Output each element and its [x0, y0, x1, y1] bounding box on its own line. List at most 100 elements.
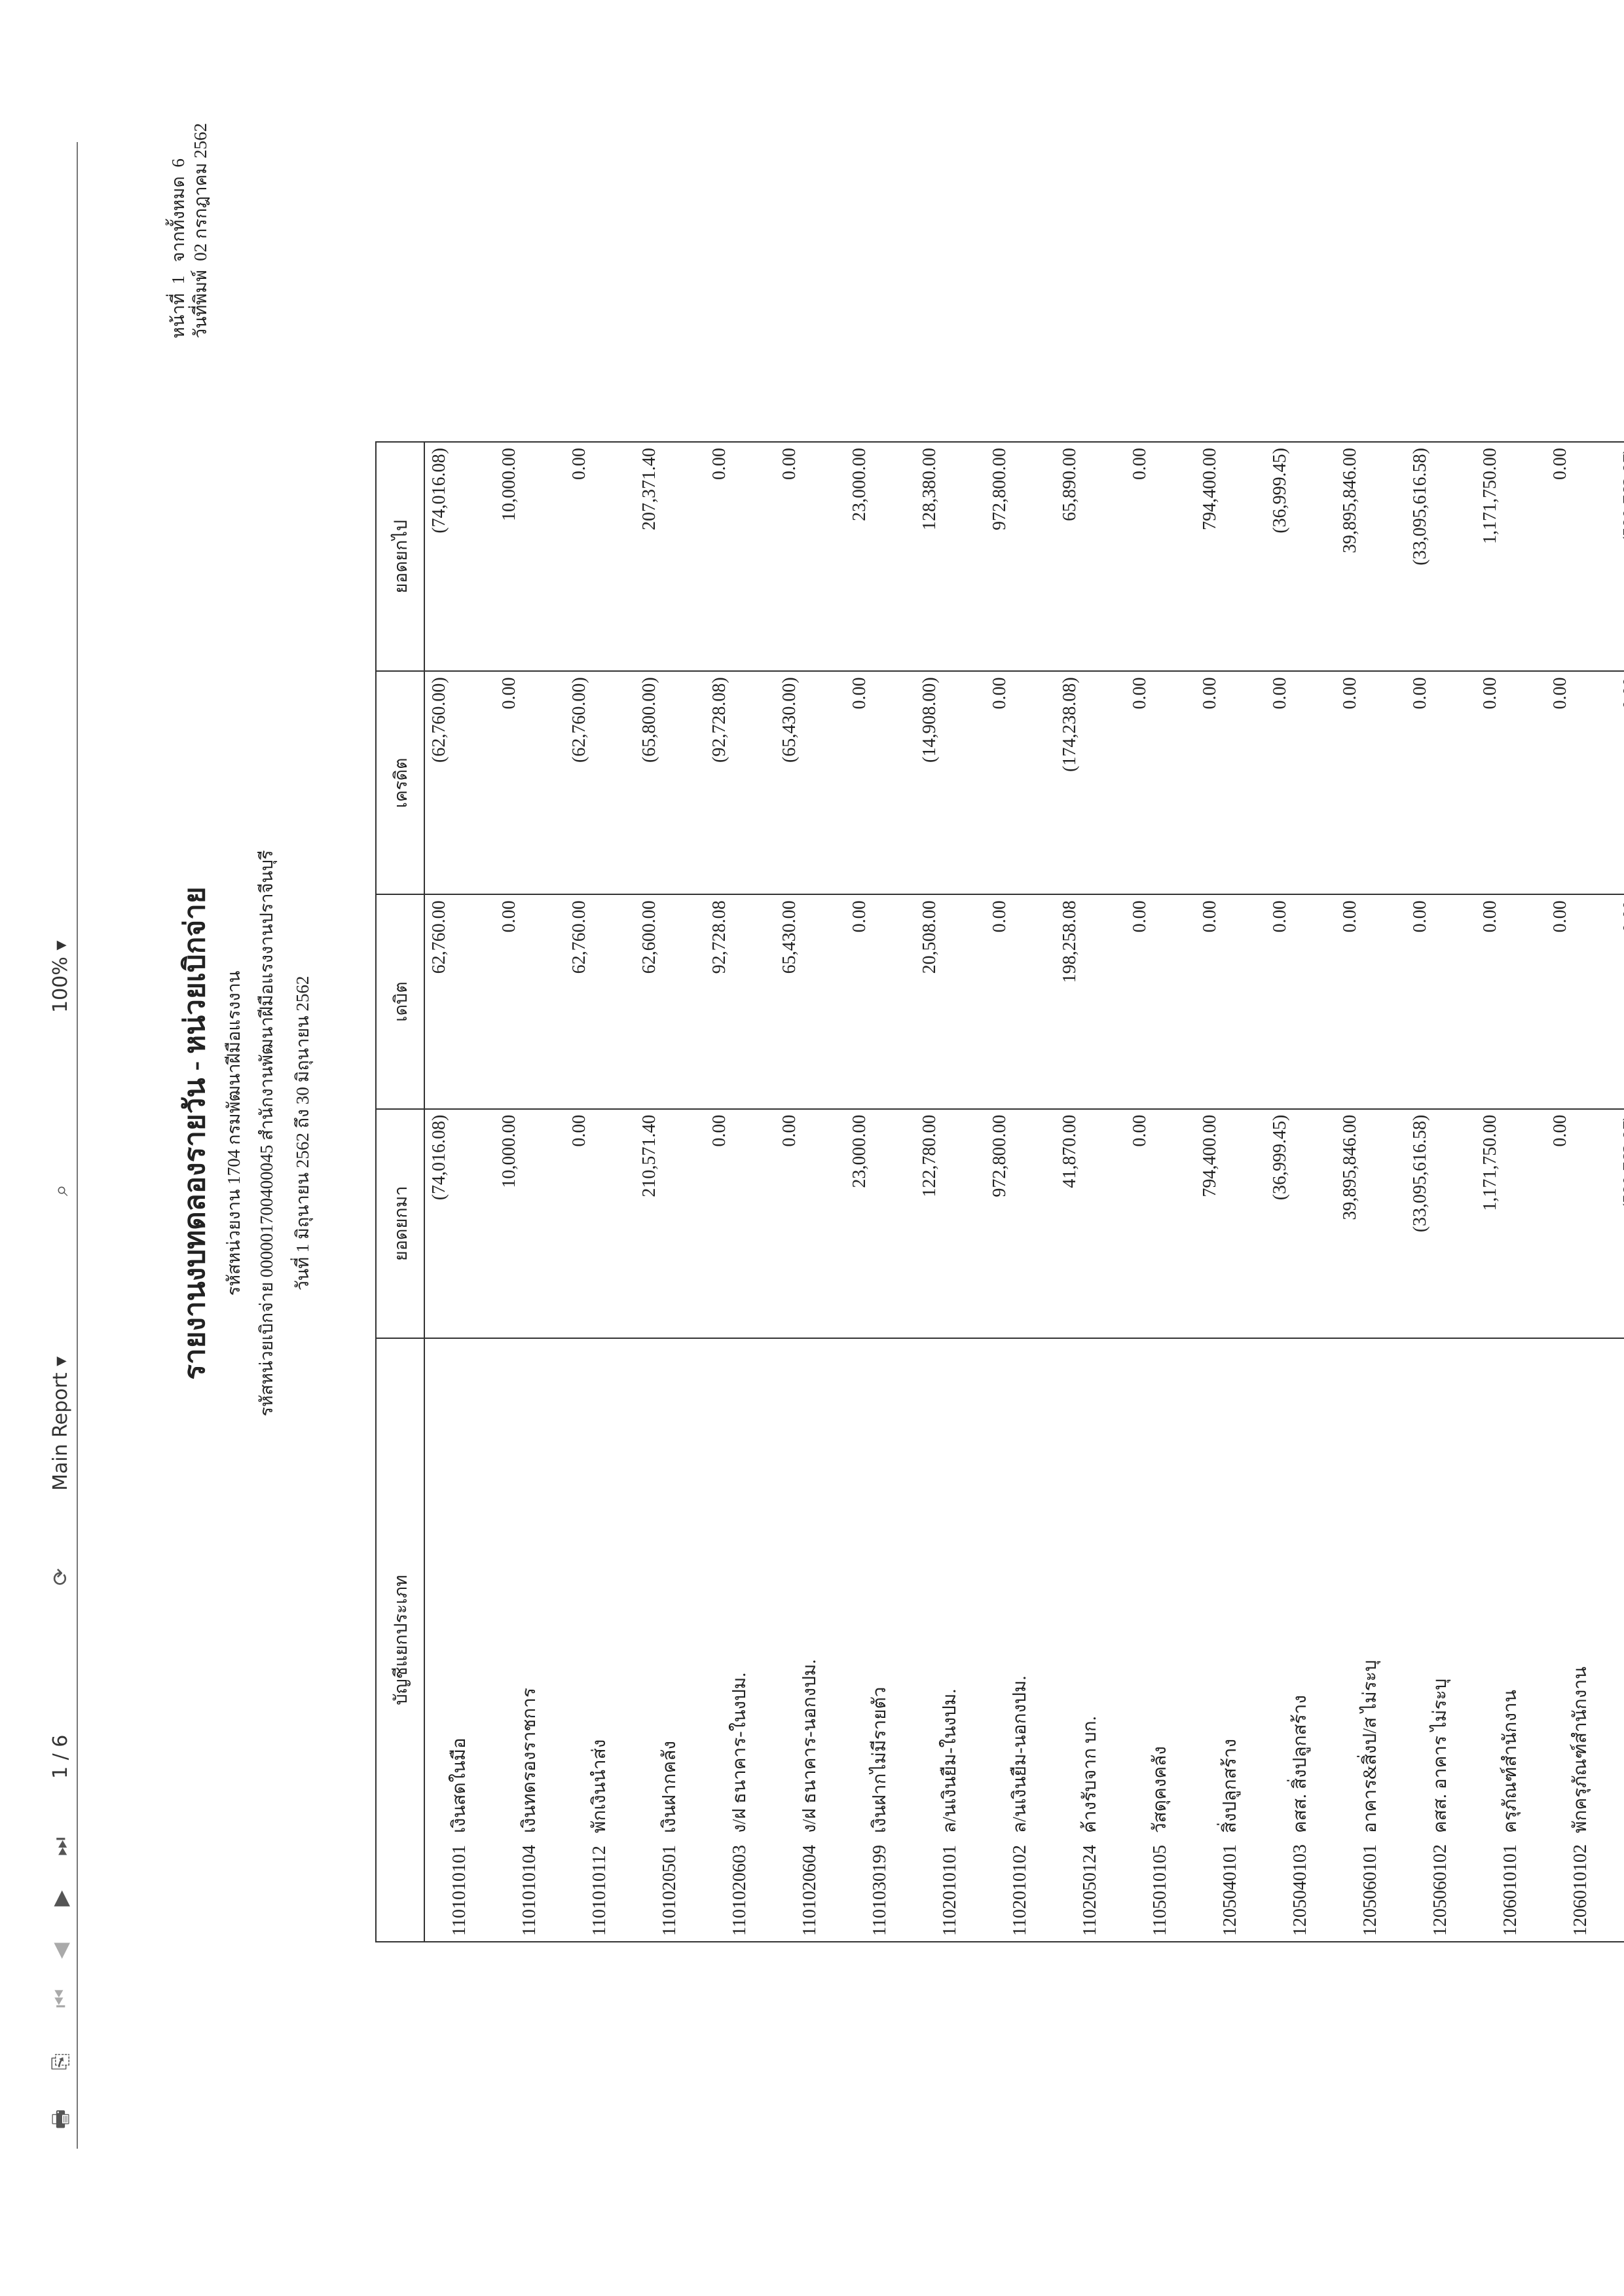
account-name: เงินฝากคลัง — [659, 1740, 680, 1833]
credit-cell: 0.00 — [1476, 671, 1546, 895]
opening-cell: 39,895,846.00 — [1336, 1108, 1406, 1338]
debit-cell: 0.00 — [1266, 894, 1336, 1109]
credit-cell: (62,760.00) — [424, 671, 495, 895]
account-code: 1101010101 — [449, 1845, 470, 1936]
closing-cell: 794,400.00 — [1196, 442, 1266, 672]
debit-cell: 0.00 — [1336, 894, 1406, 1109]
of-label: จากทั้งหมด — [168, 176, 188, 263]
print-icon[interactable]: 🖶 — [48, 2109, 73, 2129]
refresh-icon[interactable]: ⟳ — [48, 1568, 73, 1586]
debit-cell: 0.00 — [986, 894, 1056, 1109]
credit-cell: 0.00 — [1546, 671, 1616, 895]
account-cell: 1205040101 สิ่งปลูกสร้าง — [1196, 1338, 1266, 1942]
debit-cell: 62,600.00 — [635, 894, 705, 1109]
opening-cell: 0.00 — [1126, 1108, 1196, 1338]
page-indicator[interactable]: 1 / 6 — [48, 1734, 72, 1779]
table-row: 1205040101 สิ่งปลูกสร้าง 794,400.00 0.00 0.… — [1196, 442, 1266, 1942]
account-cell: 1105010105 วัสดุคงคลัง — [1126, 1338, 1196, 1942]
debit-cell: 0.00 — [1546, 894, 1616, 1109]
account-code: 1101020501 — [659, 1845, 680, 1936]
account-code: 1101010104 — [519, 1845, 540, 1936]
account-cell: 1101020501 เงินฝากคลัง — [635, 1338, 705, 1942]
table-row: 1102010101 ล/นเงินยืม-ในงปม. 122,780.00 20… — [915, 442, 986, 1942]
opening-cell: (74,016.08) — [424, 1108, 495, 1338]
debit-cell: 0.00 — [845, 894, 915, 1109]
table-row: 1205060102 คสส. อาคาร ไม่ระบุ (33,095,616… — [1406, 442, 1476, 1942]
credit-cell: 0.00 — [1266, 671, 1336, 895]
table-header-row: บัญชีแยกประเภท ยอดยกมา เดบิต เครดิต ยอดย… — [376, 442, 424, 1942]
trial-balance-table: บัญชีแยกประเภท ยอดยกมา เดบิต เครดิต ยอดย… — [375, 441, 1624, 1942]
opening-cell: 41,870.00 — [1056, 1108, 1126, 1338]
table-row: 1101020501 เงินฝากคลัง 210,571.40 62,600.0… — [635, 442, 705, 1942]
account-code: 1101030199 — [870, 1845, 890, 1936]
account-cell: 1102050124 ค้างรับจาก บก. — [1056, 1338, 1126, 1942]
report-select-label: Main Report — [48, 1372, 72, 1491]
account-code: 1102050124 — [1080, 1845, 1100, 1936]
credit-cell: 0.00 — [1336, 671, 1406, 895]
debit-cell: 0.00 — [1476, 894, 1546, 1109]
closing-cell: 0.00 — [705, 442, 775, 672]
table-row: 1102010102 ล/นเงินยืม-นอกงปม. 972,800.00 0… — [986, 442, 1056, 1942]
closing-cell: 23,000.00 — [845, 442, 915, 672]
credit-cell: 0.00 — [1126, 671, 1196, 895]
export-icon[interactable]: ⎘ — [48, 2053, 73, 2070]
account-name: คสส. สิ่งปลูกสร้าง — [1290, 1694, 1310, 1833]
account-code: 1102010101 — [940, 1845, 960, 1936]
account-cell: 1205040103 คสส. สิ่งปลูกสร้าง — [1266, 1338, 1336, 1942]
closing-cell: 128,380.00 — [915, 442, 986, 672]
disbursement-unit-line: รหัสหน่วยเบิกจ่าย 000001700400045 สำนักง… — [257, 850, 276, 1417]
account-cell: 1101010112 พักเงินนำส่ง — [565, 1338, 635, 1942]
page-number: 1 — [168, 275, 188, 285]
account-cell: 1102010102 ล/นเงินยืม-นอกงปม. — [986, 1338, 1056, 1942]
account-cell: 1205060101 อาคาร&สิ่งป/ส ไม่ระบุ — [1336, 1338, 1406, 1942]
account-name: ง/ฝ ธนาคาร-ในงปม. — [729, 1672, 750, 1833]
closing-cell: 1,171,750.00 — [1476, 442, 1546, 672]
account-name: ล/นเงินยืม-ในงปม. — [940, 1688, 960, 1833]
credit-cell: (65,800.00) — [635, 671, 705, 895]
account-cell: 1206010102 พักครุภัณฑ์สำนักงาน — [1546, 1338, 1616, 1942]
account-name: เงินสดในมือ — [449, 1738, 470, 1833]
opening-cell: 0.00 — [565, 1108, 635, 1338]
next-page-icon[interactable]: ▶ — [48, 1890, 73, 1906]
account-code: 1206010101 — [1500, 1844, 1521, 1936]
col-closing: ยอดยกไป — [376, 442, 424, 672]
last-page-icon[interactable]: ⏭ — [48, 1837, 73, 1856]
debit-cell: 0.00 — [495, 894, 565, 1109]
account-cell: 1101020603 ง/ฝ ธนาคาร-ในงปม. — [705, 1338, 775, 1942]
debit-cell: 65,430.00 — [775, 894, 845, 1109]
closing-cell: 972,800.00 — [986, 442, 1056, 672]
account-code: 1101020604 — [800, 1845, 820, 1936]
account-code: 1105010105 — [1150, 1845, 1170, 1936]
chevron-down-icon: ▾ — [48, 940, 72, 951]
account-code: 1205060102 — [1430, 1844, 1450, 1936]
prev-page-icon[interactable]: ◀ — [48, 1942, 73, 1959]
account-name: เงินฝากไม่มีรายตัว — [870, 1686, 890, 1833]
report-select[interactable]: Main Report ▾ — [46, 1357, 75, 1491]
debit-cell: 0.00 — [1196, 894, 1266, 1109]
account-name: สิ่งปลูกสร้าง — [1220, 1738, 1240, 1833]
debit-cell: 198,258.08 — [1056, 894, 1126, 1109]
zoom-select[interactable]: 100% ▾ — [46, 941, 75, 1013]
binoculars-icon[interactable]: ⌕ — [48, 1184, 73, 1196]
table-row: 1102050124 ค้างรับจาก บก. 41,870.00 198,25… — [1056, 442, 1126, 1942]
table-row: 1206010101 ครุภัณฑ์สำนักงาน 1,171,750.00 0… — [1476, 442, 1546, 1942]
table-row: 1205060101 อาคาร&สิ่งป/ส ไม่ระบุ 39,895,8… — [1336, 442, 1406, 1942]
table-row: 1206010102 พักครุภัณฑ์สำนักงาน 0.00 0.00 0.… — [1546, 442, 1616, 1942]
debit-cell: 0.00 — [1126, 894, 1196, 1109]
closing-cell: 39,895,846.00 — [1336, 442, 1406, 672]
page-label: หน้าที่ — [168, 293, 188, 338]
account-cell: 1101010104 เงินทดรองราชการ — [495, 1338, 565, 1942]
col-credit: เครดิต — [376, 671, 424, 895]
closing-cell: 0.00 — [565, 442, 635, 672]
table-row: 1205040103 คสส. สิ่งปลูกสร้าง (36,999.45)… — [1266, 442, 1336, 1942]
credit-cell: 0.00 — [1406, 671, 1476, 895]
account-cell: 1206010103 คสส ครุภัณฑ์สำนักงาน — [1616, 1338, 1624, 1942]
account-name: ครุภัณฑ์สำนักงาน — [1500, 1690, 1521, 1833]
debit-cell: 62,760.00 — [565, 894, 635, 1109]
table-row: 1101020604 ง/ฝ ธนาคาร-นอกงปม. 0.00 65,430.… — [775, 442, 845, 1942]
print-date: 02 กรกฎาคม 2562 — [191, 122, 210, 261]
chevron-down-icon: ▾ — [48, 1356, 72, 1366]
closing-cell: (33,095,616.58) — [1406, 442, 1476, 672]
first-page-icon[interactable]: ⏮ — [48, 1989, 73, 2008]
